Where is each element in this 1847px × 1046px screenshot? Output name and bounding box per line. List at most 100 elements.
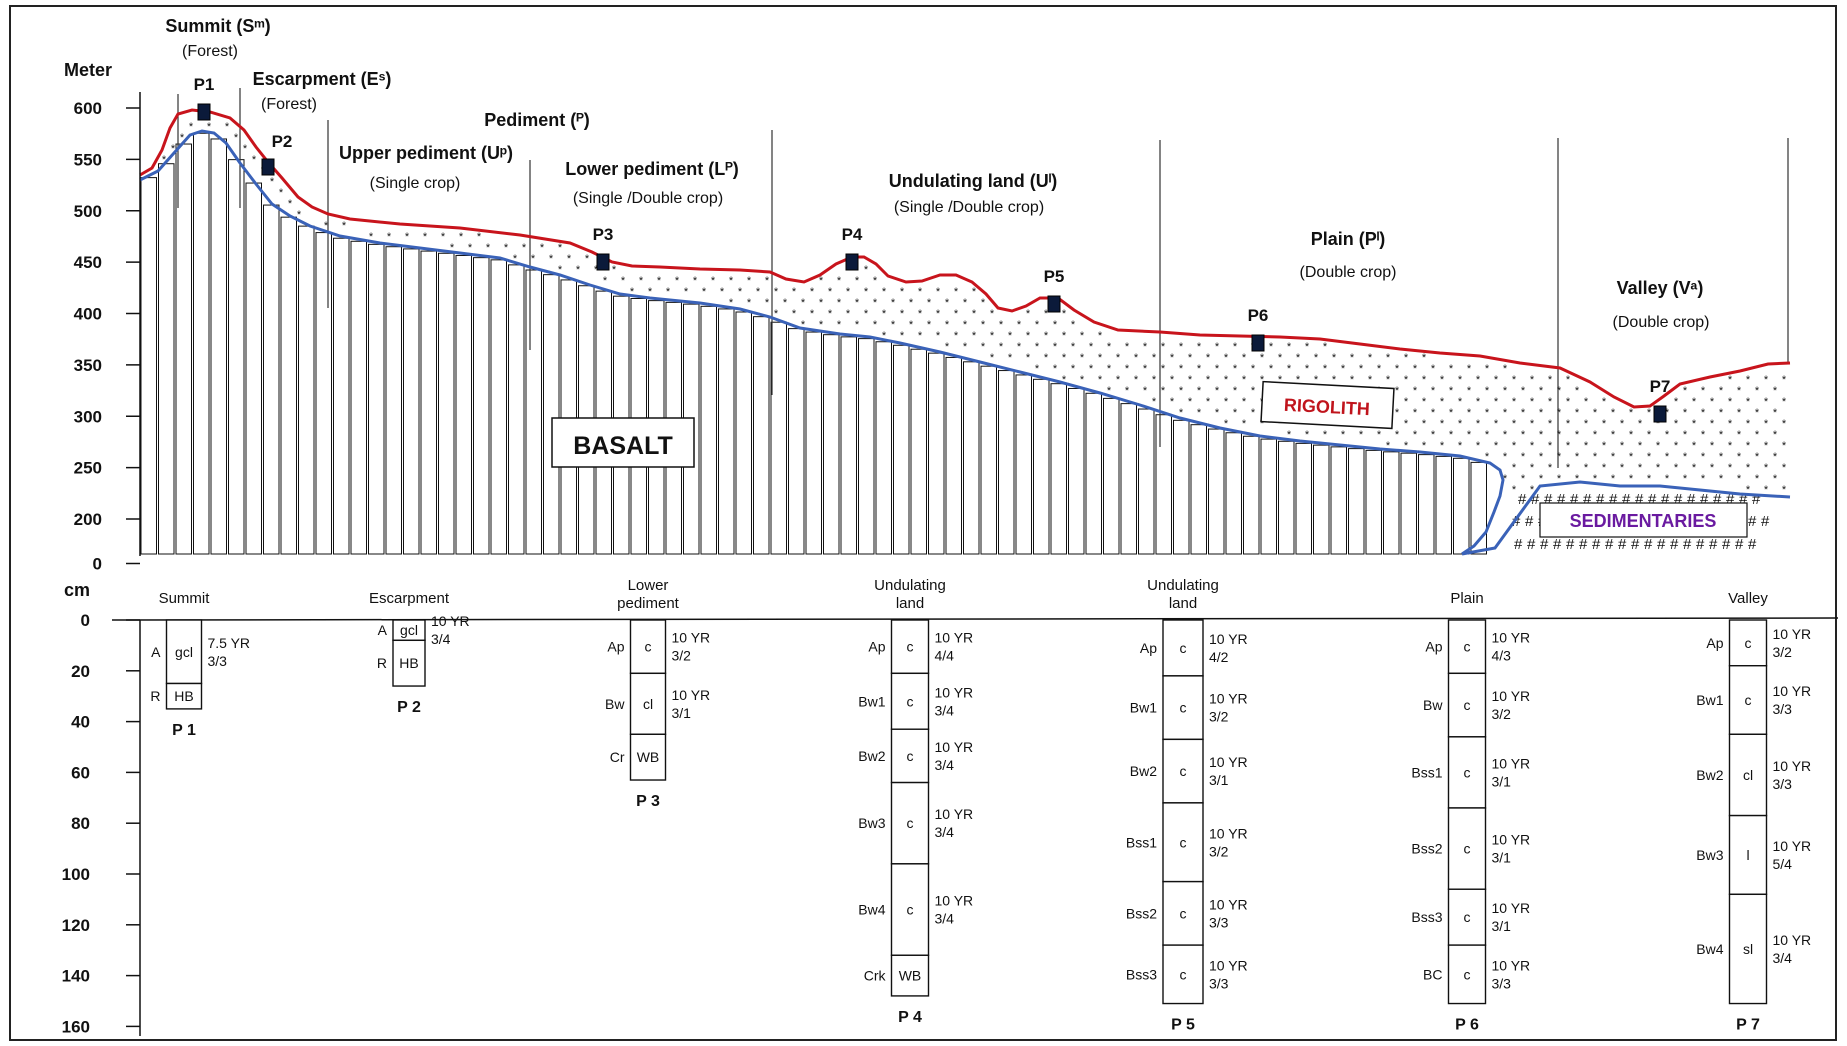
sediment-hash: # <box>1527 536 1536 553</box>
rigolith-dot: * <box>819 275 824 287</box>
rigolith-dot: * <box>1611 451 1616 463</box>
rigolith-dot: * <box>1728 396 1733 408</box>
munsell-hue: 10 YR <box>1773 838 1812 854</box>
horizon-name: Bss1 <box>1411 764 1442 780</box>
rigolith-dot: * <box>1449 407 1454 419</box>
rigolith-dot: * <box>1548 462 1553 474</box>
rigolith-dot: * <box>954 330 959 342</box>
rigolith-dot: * <box>1161 385 1166 397</box>
rigolith-dot: * <box>1647 407 1652 419</box>
munsell-hue: 10 YR <box>1492 630 1531 646</box>
rigolith-dot: * <box>1710 418 1715 430</box>
rigolith-dot: * <box>1512 374 1517 386</box>
rigolith-dot: * <box>927 297 932 309</box>
basalt-column <box>770 321 787 555</box>
elevation-tick-label: 300 <box>74 407 102 426</box>
rigolith-dot: * <box>540 242 545 254</box>
rigolith-dot: * <box>1755 451 1760 463</box>
rigolith-dot: * <box>1044 308 1049 320</box>
rigolith-dot: * <box>1476 374 1481 386</box>
rigolith-dot: * <box>1449 385 1454 397</box>
rigolith-dot: * <box>594 264 599 276</box>
rigolith-dot: * <box>1746 418 1751 430</box>
rigolith-dot: * <box>1728 418 1733 430</box>
basalt-column <box>1050 383 1067 555</box>
rigolith-dot: * <box>1233 385 1238 397</box>
sediment-hash: # <box>1553 536 1562 553</box>
rigolith-dot: * <box>1260 418 1265 430</box>
rigolith-dot: * <box>945 319 950 331</box>
landform-valley-crop: (Double crop) <box>1613 314 1710 331</box>
rigolith-dot: * <box>1692 462 1697 474</box>
pedon-id-label: P 2 <box>397 699 421 716</box>
rigolith-dot: * <box>1503 451 1508 463</box>
rigolith-dot: * <box>1737 407 1742 419</box>
horizon-texture: c <box>1180 763 1187 779</box>
rigolith-dot: * <box>954 308 959 320</box>
rigolith-dot: * <box>270 176 275 188</box>
horizon-name: Bw1 <box>1696 692 1723 708</box>
rigolith-dot: * <box>783 297 788 309</box>
depth-tick-label: 80 <box>71 814 90 833</box>
rigolith-dot: * <box>837 297 842 309</box>
basalt-column <box>735 311 752 555</box>
horizon-name: Bw2 <box>858 748 885 764</box>
horizon-texture: cl <box>643 696 653 712</box>
rigolith-dot: * <box>1773 429 1778 441</box>
rigolith-dot: * <box>1665 473 1670 485</box>
rigolith-dot: * <box>801 297 806 309</box>
rigolith-dot: * <box>1629 473 1634 485</box>
rigolith-dot: * <box>1179 341 1184 353</box>
depth-tick-label: 160 <box>62 1017 90 1036</box>
rigolith-dot: * <box>657 275 662 287</box>
basalt-column <box>1068 387 1085 555</box>
rigolith-dot: * <box>1476 440 1481 452</box>
munsell-value: 5/4 <box>1773 856 1793 872</box>
rigolith-dot: * <box>1665 407 1670 419</box>
horizon-box <box>1447 944 1487 1005</box>
rigolith-dot: * <box>342 220 347 232</box>
sediment-hash: # <box>1605 536 1614 553</box>
landform-lower-pediment-crop: (Single /Double crop) <box>573 190 723 207</box>
sediment-hash: # <box>1583 491 1592 508</box>
basalt-column <box>875 341 892 555</box>
pedon-landform-label: pediment <box>617 595 680 612</box>
horizon-box <box>1447 736 1487 809</box>
rigolith-dot: * <box>1575 429 1580 441</box>
munsell-hue: 10 YR <box>1773 932 1812 948</box>
sediment-hash: # <box>1609 491 1618 508</box>
rigolith-dot: * <box>1674 396 1679 408</box>
depth-unit-label: cm <box>64 580 90 600</box>
rigolith-dot: * <box>297 209 302 221</box>
munsell-value: 4/4 <box>935 648 955 664</box>
rigolith-dot: * <box>1314 374 1319 386</box>
horizon-box <box>1162 802 1204 883</box>
horizon-texture: c <box>1180 700 1187 716</box>
sedimentaries-hatching: # # # # # # # # # # # # # # # # # # ## # # ## # # # # # # # # # # # # # # # #… <box>1512 491 1770 553</box>
rigolith-dot: * <box>1566 418 1571 430</box>
horizon-name: Bss3 <box>1411 909 1442 925</box>
horizon-texture: c <box>907 902 914 918</box>
basalt-column <box>998 370 1015 555</box>
rigolith-dot: * <box>639 275 644 287</box>
horizon-texture: cl <box>1743 767 1753 783</box>
rigolith-dot: * <box>1332 374 1337 386</box>
rigolith-dot: * <box>864 286 869 298</box>
basalt-column <box>403 248 420 555</box>
horizon-box <box>165 619 203 685</box>
horizon-box <box>629 733 667 781</box>
depth-tick-label: 0 <box>81 611 90 630</box>
sediment-hash: # <box>1752 491 1761 508</box>
rigolith-dot: * <box>1395 429 1400 441</box>
munsell-hue: 10 YR <box>935 806 974 822</box>
rigolith-dot: * <box>459 231 464 243</box>
rigolith-dot: * <box>864 264 869 276</box>
horizon-name: Ap <box>1425 639 1442 655</box>
horizon-texture: c <box>1180 834 1187 850</box>
basalt-column <box>158 163 175 555</box>
rigolith-dot: * <box>819 297 824 309</box>
horizon-box <box>1728 893 1768 1005</box>
rigolith-dot: * <box>1278 352 1283 364</box>
horizon-texture: WB <box>899 968 922 984</box>
